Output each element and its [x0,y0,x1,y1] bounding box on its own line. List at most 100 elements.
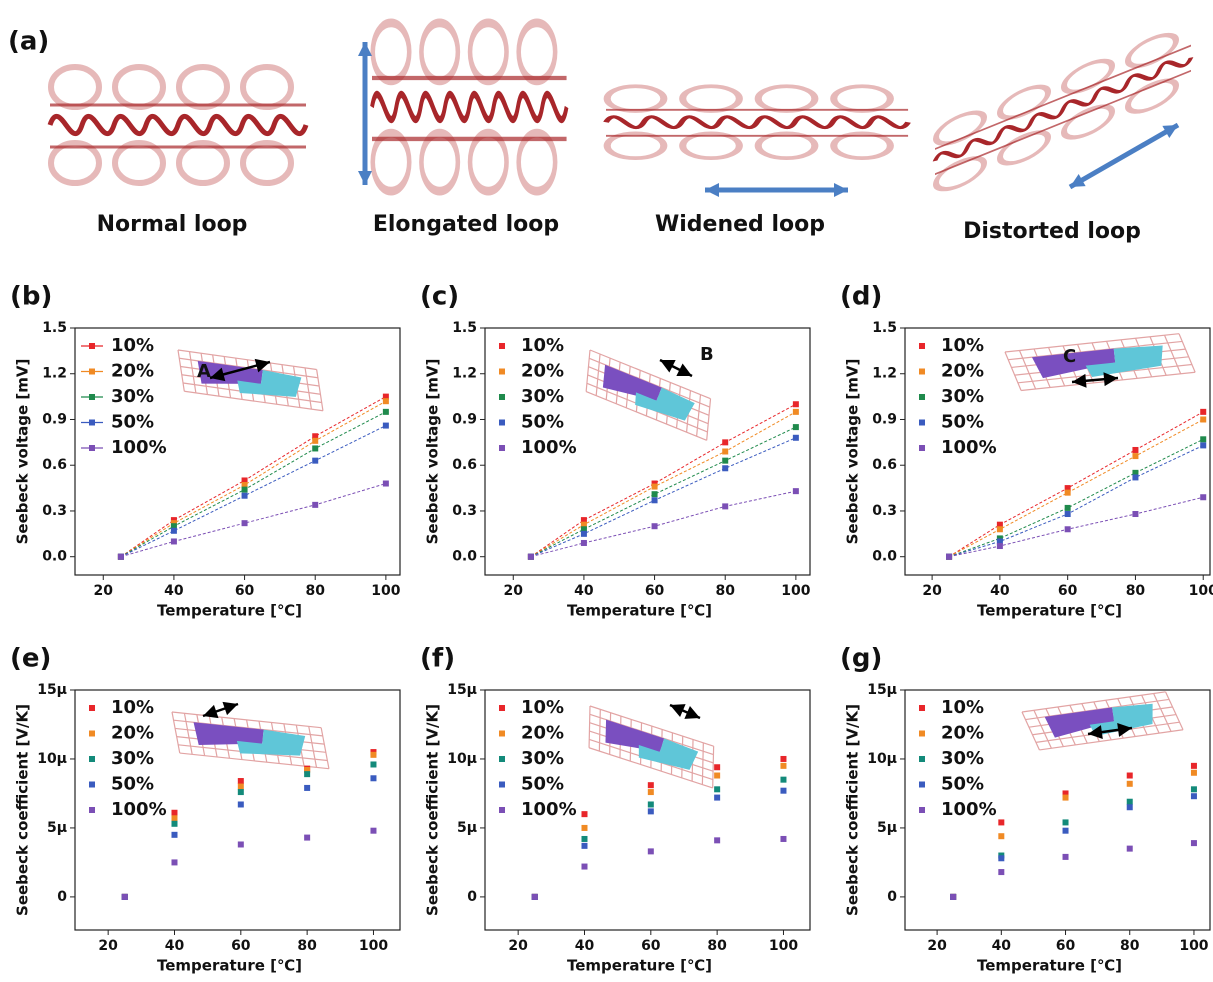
legend-label: 10% [941,697,984,718]
point [241,520,248,527]
plot-frame [74,689,401,931]
y-tick-label: 5μ [47,820,67,836]
legend-label: 50% [111,412,154,433]
point [382,480,389,487]
y-tick-label: 0.9 [452,411,477,427]
point [312,433,319,440]
fabric-line [179,752,329,770]
x-tick-label: 60 [641,938,661,954]
legend-label: 50% [941,412,984,433]
point [946,553,953,560]
plot-frame [74,327,401,576]
legend-marker [919,781,925,788]
point [312,501,319,508]
legend-marker [919,343,925,349]
y-tick-label: 0.0 [872,549,897,565]
arrow-head [222,701,238,716]
x-tick-label: 100 [371,583,400,599]
y-tick-label: 15μ [37,682,67,698]
legend-label: 10% [521,335,564,356]
x-tick-label: 60 [231,938,251,954]
point [121,893,128,900]
point [1200,408,1207,415]
y-tick-label: 0.6 [452,457,477,473]
y-axis-label: Seebeck coefficient [V/K] [844,704,862,916]
point [1062,853,1069,860]
point [527,553,534,560]
loop [370,18,412,86]
legend-marker [499,807,505,813]
point [1132,511,1139,518]
legend-marker [919,394,925,400]
fabric-line [1021,691,1166,713]
loop [48,64,102,110]
legend-marker [89,756,95,762]
legend-label: 100% [111,799,167,820]
point [1190,786,1197,793]
loop [48,140,102,186]
point [651,483,658,490]
fabric-line [706,398,712,441]
point [714,764,721,771]
point [780,835,787,842]
arrow-head [1072,373,1087,388]
point [1132,446,1139,453]
point [382,408,389,415]
loop [467,128,509,196]
legend-marker [499,730,505,737]
arrow-head [676,363,692,376]
point [171,809,178,816]
loop [419,18,461,86]
electrode [602,364,662,401]
point [171,859,178,866]
legend-marker [89,705,95,711]
point [1132,453,1139,460]
fabric-line [177,349,185,392]
fabric-line [585,349,591,392]
fabric-line [171,711,322,729]
x-tick-label: 80 [707,938,727,954]
yarn [370,91,569,123]
fabric-line [1018,350,1037,390]
y-tick-label: 1.2 [452,366,477,382]
inset-sketch [171,711,330,770]
point [1064,485,1071,492]
legend-marker [919,807,925,813]
yarn [372,75,567,142]
y-tick-label: 5μ [457,820,477,836]
series-line [948,496,1204,558]
point [792,434,799,441]
point [237,789,244,796]
series-line [530,411,797,558]
point [1126,772,1133,779]
point [714,772,721,779]
legend-marker [499,445,505,451]
x-axis-label: Temperature [℃] [567,957,712,975]
electrode [193,722,264,745]
arrow-head [705,183,719,197]
loop [516,128,558,196]
y-tick-label: 15μ [867,682,897,698]
fabric-line [183,713,193,755]
series-line [120,396,387,558]
point [998,819,1005,826]
point [647,782,654,789]
fabric-line [598,709,601,752]
point [647,789,654,796]
point [651,523,658,530]
fabric-line [308,726,318,768]
fabric-line [304,367,312,410]
point [237,801,244,808]
inset-sketch [588,705,715,789]
loop [419,128,461,196]
y-tick-label: 0.6 [872,457,897,473]
caption: Widened loop [655,212,825,237]
y-axis-label: Seebeck coefficient [V/K] [14,704,32,916]
point [170,517,177,524]
panel-label: (a) [8,27,49,57]
point [171,831,178,838]
arrow-head [358,42,372,56]
legend-label: 20% [111,361,154,382]
arrow-head [1070,173,1086,187]
y-tick-label: 10μ [867,751,897,767]
